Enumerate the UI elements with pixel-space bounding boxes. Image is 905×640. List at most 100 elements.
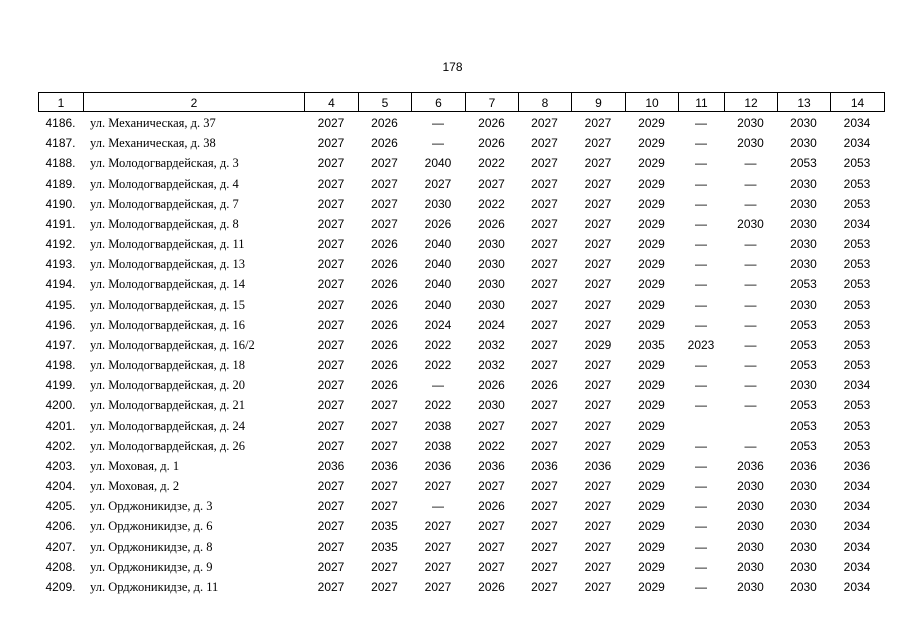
year-cell: 2029 <box>638 156 665 171</box>
year-cell: 2053 <box>843 438 871 453</box>
year-cell: — <box>744 438 757 453</box>
year-cell: — <box>695 479 707 494</box>
year-cell: 2027 <box>584 136 612 151</box>
address: ул. Молодогвардейская, д. 15 <box>90 297 245 312</box>
address: ул. Орджоникидзе, д. 11 <box>90 579 219 594</box>
year-cell: 2030 <box>790 176 817 191</box>
year-cell: 2027 <box>584 216 612 231</box>
year-cell: 2030 <box>790 136 817 151</box>
year-cell: — <box>695 559 707 574</box>
year-cell: 2026 <box>371 237 398 252</box>
year-cell: — <box>695 176 707 191</box>
year-cell: 2027 <box>317 196 345 211</box>
year-cell: 2027 <box>584 176 612 191</box>
year-cell: — <box>695 519 707 534</box>
year-cell: 2027 <box>584 317 612 332</box>
year-cell: 2027 <box>584 257 612 272</box>
year-cell: 2027 <box>478 519 505 534</box>
year-cell: 2027 <box>584 196 612 211</box>
header-cell: 9 <box>571 92 626 112</box>
year-cell: 2029 <box>638 479 665 494</box>
year-cell: 2027 <box>531 297 558 312</box>
year-cell: 2040 <box>424 257 452 272</box>
year-cell: 2053 <box>790 418 817 433</box>
year-cell: 2053 <box>843 156 871 171</box>
year-cell: 2027 <box>584 297 612 312</box>
year-cell: 2026 <box>478 136 505 151</box>
row-number: 4188. <box>45 156 76 171</box>
year-cell: 2053 <box>790 438 817 453</box>
header-cell: 2 <box>83 92 305 112</box>
year-cell: 2027 <box>317 398 345 413</box>
row-number: 4202. <box>45 438 76 453</box>
year-cell: 2053 <box>843 418 871 433</box>
year-cell: 2029 <box>638 539 665 554</box>
year-cell: 2036 <box>478 458 505 473</box>
header-cell: 6 <box>411 92 466 112</box>
year-cell: 2027 <box>317 317 345 332</box>
year-cell: 2022 <box>478 438 505 453</box>
row-number: 4195. <box>45 297 76 312</box>
year-cell: 2053 <box>790 398 817 413</box>
year-cell: 2026 <box>371 378 398 393</box>
year-cell: 2029 <box>638 317 665 332</box>
row-number: 4204. <box>45 479 76 494</box>
year-cell: 2030 <box>737 216 764 231</box>
year-cell: 2034 <box>843 539 871 554</box>
year-cell: 2027 <box>531 418 558 433</box>
address: ул. Моховая, д. 1 <box>90 458 180 473</box>
year-cell: 2036 <box>737 458 764 473</box>
year-cell: 2034 <box>843 216 871 231</box>
row-number: 4187. <box>45 136 76 151</box>
year-cell: 2030 <box>790 297 817 312</box>
year-cell: 2027 <box>531 499 558 514</box>
address: ул. Молодогвардейская, д. 26 <box>90 438 245 453</box>
year-cell: 2030 <box>790 499 817 514</box>
year-cell: — <box>695 539 707 554</box>
year-cell: 2022 <box>424 398 452 413</box>
year-cell: 2027 <box>317 418 345 433</box>
year-cell: 2053 <box>843 257 871 272</box>
year-cell: 2053 <box>843 237 871 252</box>
year-cell: 2035 <box>371 519 398 534</box>
year-cell: 2036 <box>584 458 612 473</box>
year-cell: 2027 <box>317 337 345 352</box>
row-number: 4201. <box>45 418 76 433</box>
row-number: 4192. <box>45 237 76 252</box>
year-cell: 2027 <box>531 257 558 272</box>
address: ул. Молодогвардейская, д. 11 <box>90 237 245 252</box>
year-cell: — <box>695 378 707 393</box>
year-cell: 2027 <box>371 156 398 171</box>
year-cell: 2030 <box>790 378 817 393</box>
year-cell: 2029 <box>638 176 665 191</box>
year-cell: 2029 <box>638 237 665 252</box>
year-cell: 2053 <box>843 358 871 373</box>
header-cell: 5 <box>358 92 412 112</box>
year-cell: 2030 <box>790 479 817 494</box>
year-cell: 2022 <box>478 156 505 171</box>
year-cell: 2024 <box>424 317 452 332</box>
year-cell: 2027 <box>424 479 452 494</box>
year-cell: 2027 <box>584 479 612 494</box>
year-cell: 2027 <box>584 116 612 130</box>
year-cell: 2026 <box>478 116 505 130</box>
year-cell: 2029 <box>638 378 665 393</box>
year-cell: 2030 <box>790 257 817 272</box>
year-cell: 2053 <box>843 337 871 352</box>
year-cell: 2027 <box>531 237 558 252</box>
year-cell <box>678 416 724 436</box>
year-cell: — <box>695 398 707 413</box>
year-cell: 2030 <box>737 519 764 534</box>
year-cell: 2027 <box>584 519 612 534</box>
header-cell: 8 <box>518 92 572 112</box>
year-cell: 2026 <box>531 378 558 393</box>
year-cell: 2030 <box>478 398 505 413</box>
year-cell: 2027 <box>584 539 612 554</box>
year-cell: 2022 <box>424 337 452 352</box>
address: ул. Молодогвардейская, д. 4 <box>90 176 239 191</box>
year-cell: 2036 <box>317 458 345 473</box>
year-cell: 2027 <box>424 519 452 534</box>
year-cell: 2024 <box>478 317 505 332</box>
year-cell: 2030 <box>737 499 764 514</box>
year-cell: 2027 <box>371 479 398 494</box>
